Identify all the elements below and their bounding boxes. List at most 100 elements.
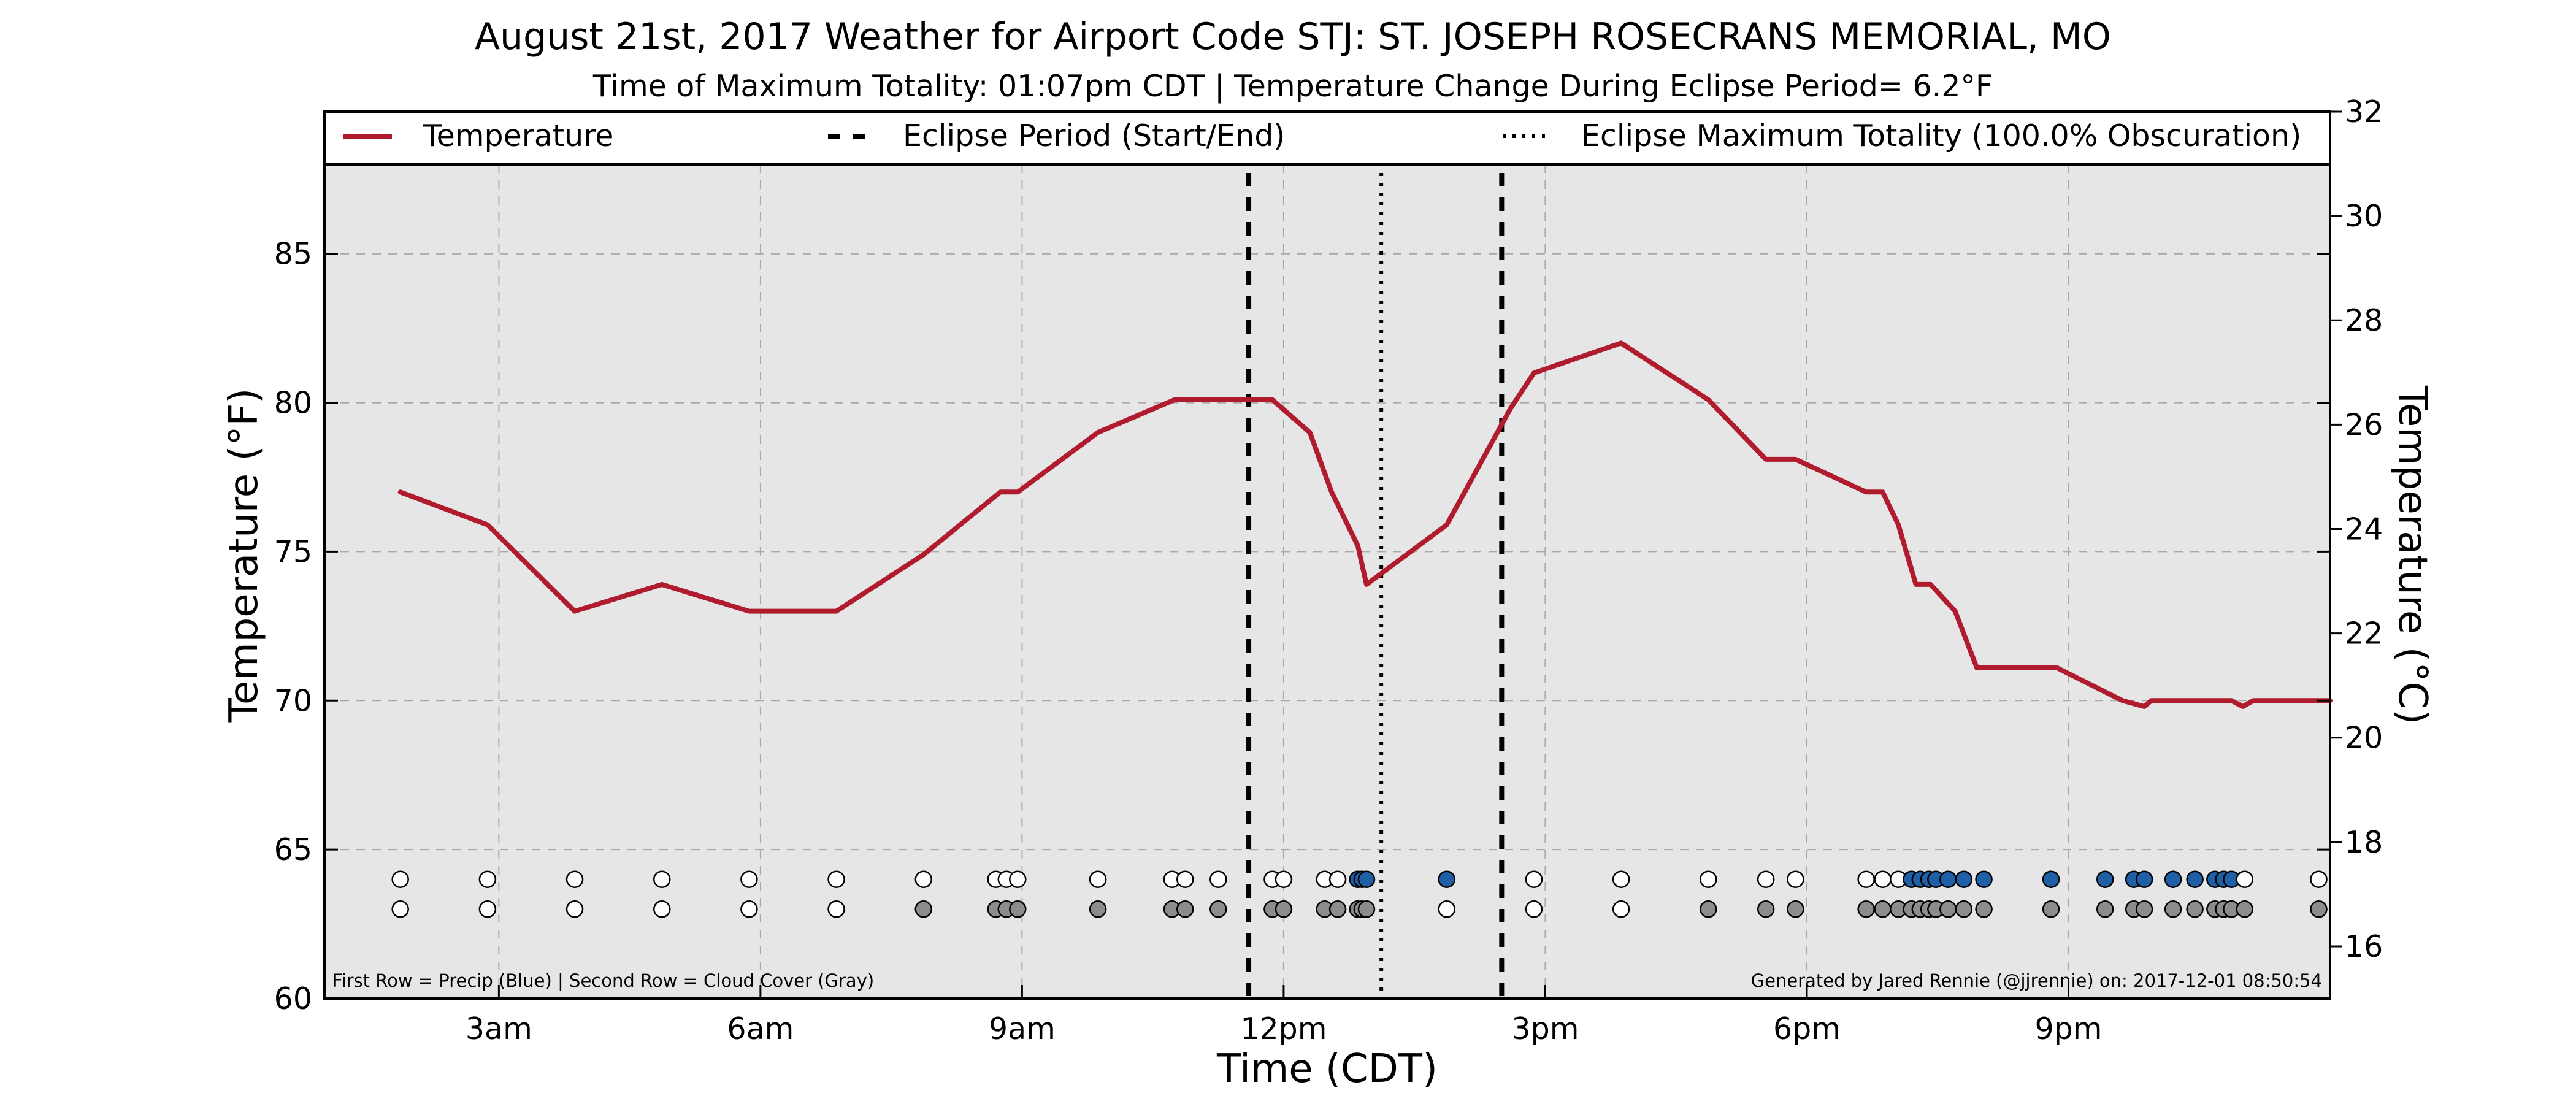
y-axis-label-right: Temperature (°C) (2390, 385, 2435, 724)
cloud-cover-marker (827, 900, 845, 918)
eclipse-markers (1246, 173, 1505, 999)
footer-generated-by: Generated by Jared Rennie (@jjrennie) on… (1751, 970, 2322, 991)
cloud-cover-marker (1357, 900, 1376, 918)
precip-marker (1089, 870, 1107, 888)
cloud-cover-marker (2186, 900, 2204, 918)
cloud-cover-marker (1438, 900, 1456, 918)
precip-marker (1009, 870, 1027, 888)
precip-marker (2186, 870, 2204, 888)
precip-marker (2042, 870, 2060, 888)
precip-marker (478, 870, 497, 888)
precip-marker (1209, 870, 1227, 888)
precip-marker (653, 870, 671, 888)
y-right-tick-label: 16 (2345, 929, 2383, 964)
cloud-cover-marker (2135, 900, 2153, 918)
x-tick-label: 3am (466, 1011, 532, 1046)
precip-marker (914, 870, 932, 888)
precip-marker (1612, 870, 1630, 888)
legend-label-max-totality: Eclipse Maximum Totality (100.0% Obscura… (1581, 118, 2301, 153)
precip-marker (1176, 870, 1194, 888)
x-tick-label: 9pm (2034, 1011, 2102, 1046)
temperature-line (397, 340, 2333, 709)
y-tick-label: 85 (274, 237, 312, 272)
cloud-cover-marker (478, 900, 497, 918)
precip-marker (565, 870, 584, 888)
cloud-cover-marker (1176, 900, 1194, 918)
cloud-cover-marker (1700, 900, 1717, 918)
cloud-cover-marker (1975, 900, 1993, 918)
precip-marker (2164, 870, 2182, 888)
chart-title: August 21st, 2017 Weather for Airport Co… (475, 15, 2111, 58)
precip-marker (827, 870, 845, 888)
cloud-cover-marker (1089, 900, 1107, 918)
y-right-tick-label: 26 (2345, 407, 2383, 442)
precip-marker (1787, 870, 1804, 888)
cloud-cover-marker (391, 900, 409, 918)
cloud-cover-marker (2310, 900, 2328, 918)
cloud-cover-marker (653, 900, 671, 918)
precip-marker (2236, 870, 2253, 888)
precip-marker (740, 870, 758, 888)
y-tick-label: 70 (274, 683, 312, 718)
cloud-cover-marker (2042, 900, 2060, 918)
precip-marker (1939, 870, 1957, 888)
y-axis-label: Temperature (°F) (221, 388, 267, 723)
precip-marker (1857, 870, 1875, 888)
cloud-cover-marker (1757, 900, 1775, 918)
temperature-series (397, 340, 2333, 709)
plot-frame (323, 110, 2331, 1000)
y-tick-label: 60 (274, 981, 312, 1016)
legend: Temperature Eclipse Period (Start/End) E… (343, 118, 2301, 153)
legend-label-eclipse-period: Eclipse Period (Start/End) (903, 118, 1285, 153)
precip-cloud-markers (391, 870, 2328, 918)
precip-marker (1357, 870, 1376, 888)
precip-marker (2310, 870, 2328, 888)
cloud-cover-marker (740, 900, 758, 918)
cloud-cover-marker (1275, 900, 1293, 918)
precip-marker (1438, 870, 1456, 888)
cloud-cover-marker (1328, 900, 1347, 918)
cloud-cover-marker (914, 900, 932, 918)
x-tick-label: 6pm (1773, 1011, 1841, 1046)
plot-background (324, 164, 2330, 999)
precip-marker (1874, 870, 1892, 888)
precip-marker (1975, 870, 1993, 888)
cloud-cover-marker (1612, 900, 1630, 918)
cloud-cover-marker (1857, 900, 1875, 918)
precip-marker (1275, 870, 1293, 888)
y-right-tick-label: 20 (2345, 721, 2383, 756)
cloud-cover-marker (1787, 900, 1804, 918)
y-tick-label: 80 (274, 386, 312, 421)
x-tick-label: 9am (989, 1011, 1056, 1046)
x-tick-label: 12pm (1240, 1011, 1327, 1046)
cloud-cover-marker (1939, 900, 1957, 918)
axes: 3am 6am 9am 12pm 3pm 6pm 9pm 60 65 70 75 80 85 16 18 20… (274, 94, 2383, 1046)
y-right-tick-label: 18 (2345, 825, 2383, 860)
cloud-cover-marker (565, 900, 584, 918)
precip-marker (1700, 870, 1717, 888)
x-tick-label: 6am (727, 1011, 794, 1046)
precip-marker (391, 870, 409, 888)
precip-marker (2096, 870, 2114, 888)
precip-marker (1525, 870, 1543, 888)
cloud-cover-marker (1525, 900, 1543, 918)
precip-marker (1955, 870, 1973, 888)
chart-subtitle: Time of Maximum Totality: 01:07pm CDT | … (592, 69, 1993, 104)
y-right-tick-label: 22 (2345, 616, 2383, 651)
grid-lines (324, 164, 2330, 999)
cloud-cover-marker (1955, 900, 1973, 918)
footer-note-rows: First Row = Precip (Blue) | Second Row =… (332, 970, 874, 991)
cloud-cover-marker (2236, 900, 2253, 918)
cloud-cover-marker (1209, 900, 1227, 918)
cloud-cover-marker (1874, 900, 1892, 918)
x-tick-label: 3pm (1511, 1011, 1579, 1046)
precip-marker (2135, 870, 2153, 888)
y-tick-label: 65 (274, 832, 312, 867)
cloud-cover-marker (1009, 900, 1027, 918)
y-right-tick-label: 30 (2345, 199, 2383, 234)
legend-label-temperature: Temperature (423, 118, 613, 153)
cloud-cover-marker (2164, 900, 2182, 918)
cloud-cover-marker (2096, 900, 2114, 918)
precip-marker (1328, 870, 1347, 888)
